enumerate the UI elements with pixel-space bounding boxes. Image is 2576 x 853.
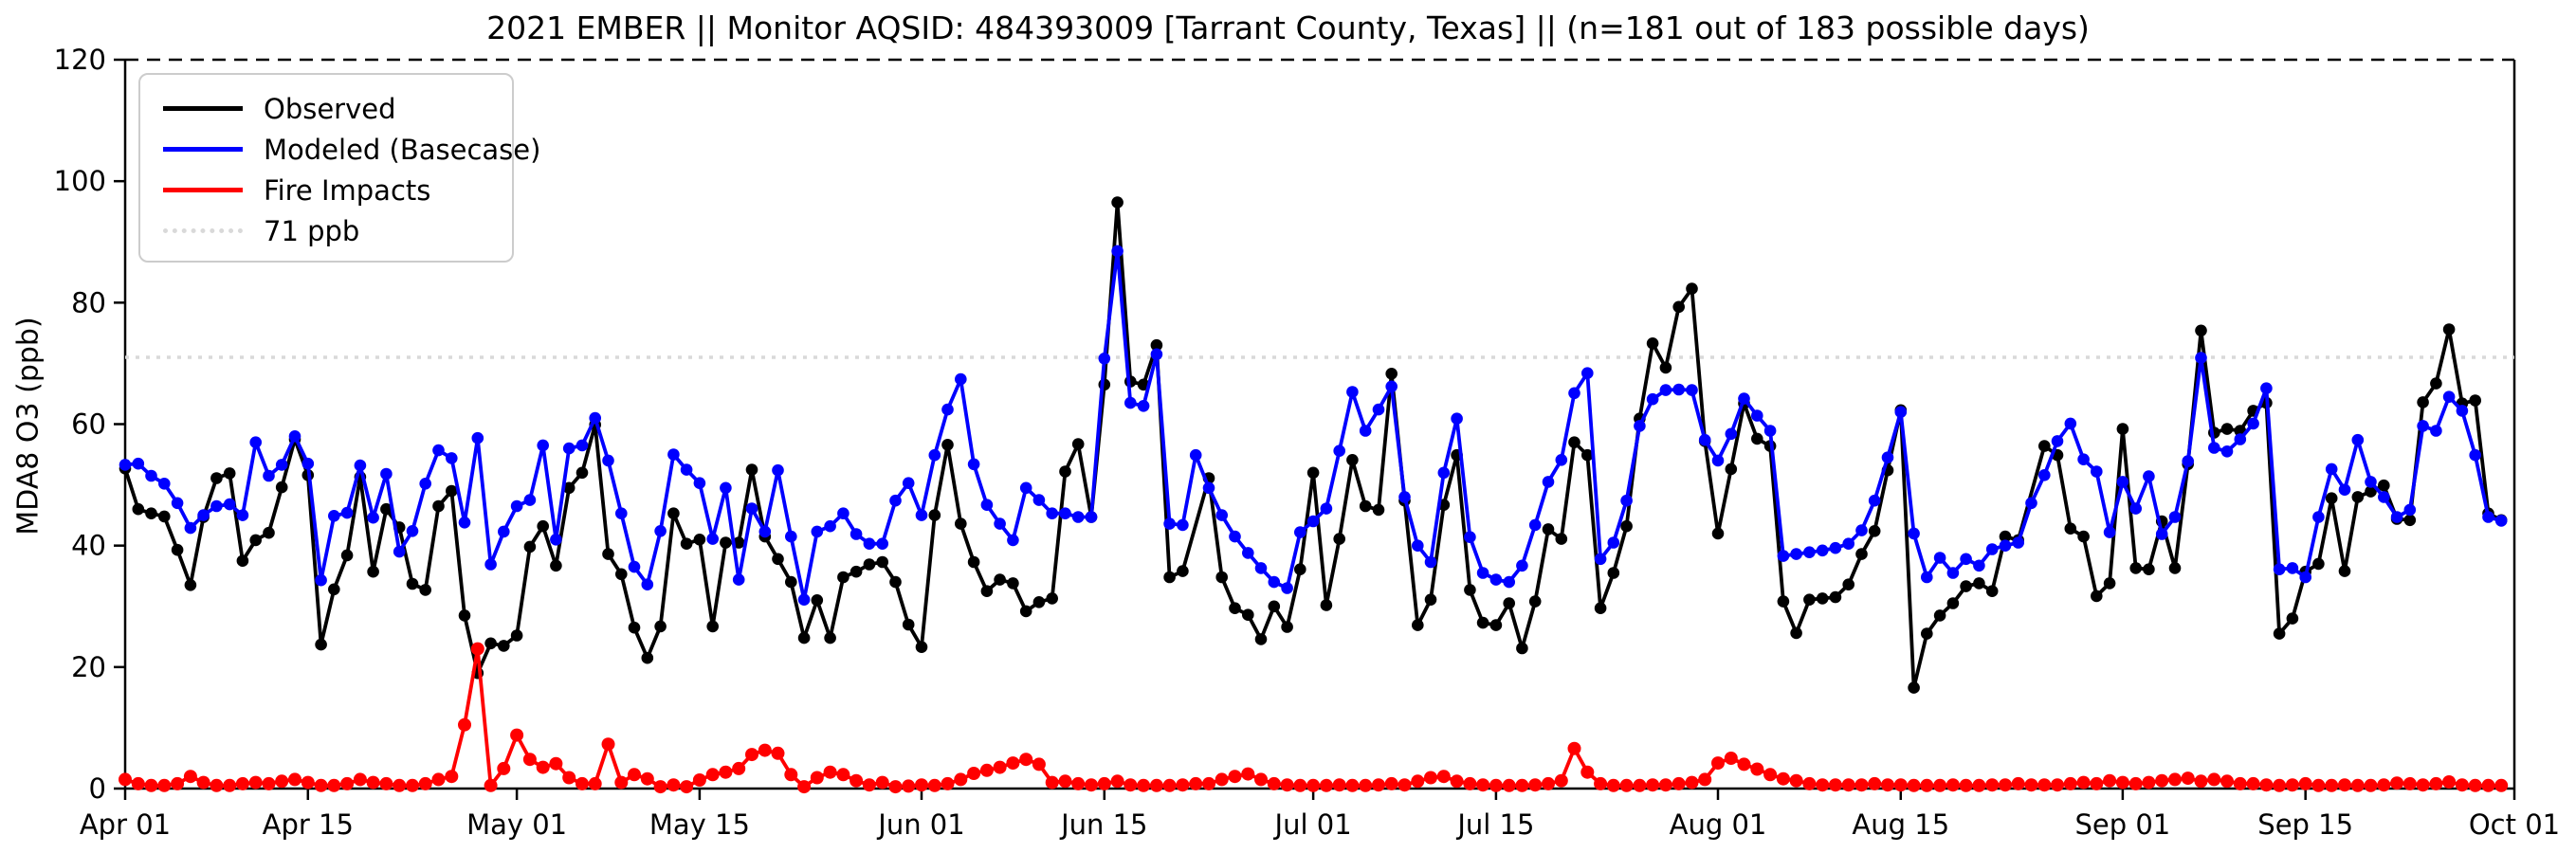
legend-item-observed: Observed [140, 88, 512, 129]
svg-text:60: 60 [71, 408, 106, 441]
svg-text:Aug 15: Aug 15 [1852, 808, 1949, 841]
chart-title: 2021 EMBER || Monitor AQSID: 484393009 [… [486, 9, 2090, 46]
svg-text:Jun 01: Jun 01 [876, 808, 964, 841]
threshold-line-swatch [163, 228, 243, 233]
fire-line-swatch [163, 188, 243, 192]
svg-text:Oct 01: Oct 01 [2469, 808, 2560, 841]
svg-text:Apr 01: Apr 01 [80, 808, 171, 841]
svg-text:0: 0 [89, 772, 106, 805]
svg-text:80: 80 [71, 286, 106, 318]
legend-item-fire: Fire Impacts [140, 170, 512, 210]
y-axis-label: MDA8 O3 (ppb) [11, 317, 46, 535]
svg-text:100: 100 [54, 165, 106, 197]
svg-text:Jul 15: Jul 15 [1455, 808, 1534, 841]
legend: Observed Modeled (Basecase) Fire Impacts… [138, 73, 540, 263]
svg-text:Sep 01: Sep 01 [2074, 808, 2170, 841]
svg-text:120: 120 [54, 44, 106, 76]
svg-text:May 01: May 01 [466, 808, 567, 841]
svg-text:Jun 15: Jun 15 [1059, 808, 1147, 841]
svg-text:May 15: May 15 [649, 808, 750, 841]
svg-text:Jul 01: Jul 01 [1273, 808, 1352, 841]
legend-item-threshold: 71 ppb [140, 210, 512, 251]
svg-text:20: 20 [71, 651, 106, 683]
svg-text:Sep 15: Sep 15 [2257, 808, 2353, 841]
modeled-line-swatch [163, 147, 243, 152]
svg-text:40: 40 [71, 530, 106, 562]
svg-text:Aug 01: Aug 01 [1670, 808, 1767, 841]
observed-line-swatch [163, 106, 243, 111]
svg-text:Apr 15: Apr 15 [263, 808, 354, 841]
legend-item-modeled: Modeled (Basecase) [140, 129, 540, 170]
